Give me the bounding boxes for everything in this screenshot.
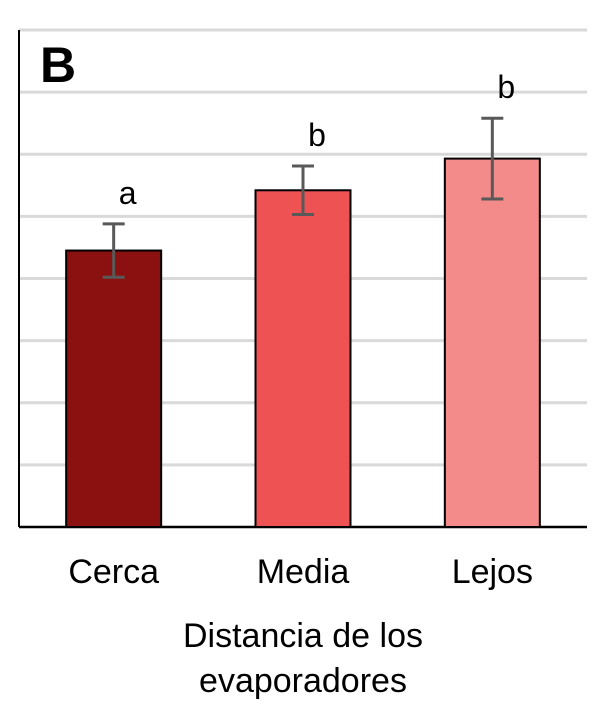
x-axis-title-line-2: evaporadores <box>199 662 407 700</box>
panel-label: B <box>40 37 76 93</box>
x-tick-label: Lejos <box>452 553 533 591</box>
significance-label: b <box>308 117 326 153</box>
significance-labels: a b b <box>119 69 515 211</box>
x-tick-label: Media <box>257 553 350 591</box>
bar-cerca <box>65 249 163 528</box>
error-bar-lejos <box>481 116 504 201</box>
bars <box>65 157 541 528</box>
x-axis-title-line-1: Distancia de los <box>183 617 423 655</box>
error-bars <box>102 116 504 279</box>
significance-label: a <box>119 175 137 211</box>
bar-lejos <box>443 157 541 528</box>
bar-media <box>254 189 352 528</box>
error-bar-media <box>292 164 314 217</box>
x-tick-label: Cerca <box>68 553 159 591</box>
error-bar-cerca <box>102 222 125 279</box>
x-tick-labels: Cerca Media Lejos <box>68 553 533 591</box>
significance-label: b <box>497 69 515 105</box>
